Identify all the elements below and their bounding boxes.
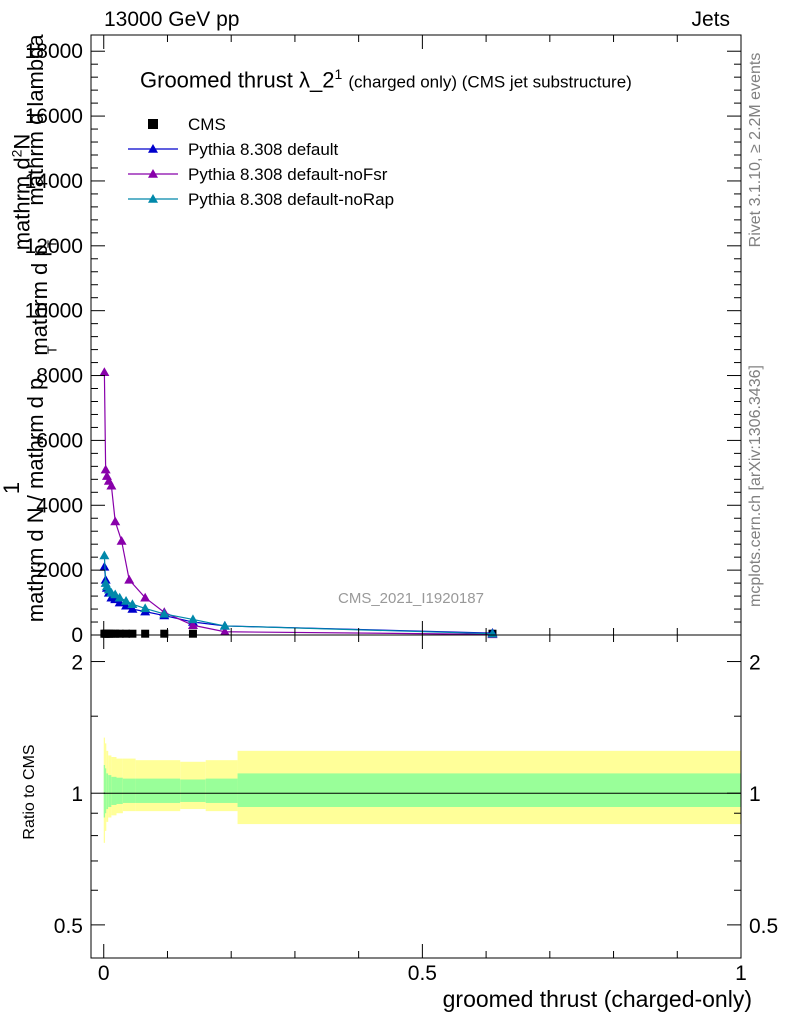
header-energy-label: 13000 GeV pp — [104, 8, 240, 31]
main-ylabel-sub-t: T — [44, 240, 60, 248]
header-jets-label: Jets — [691, 8, 730, 31]
legend-label-noRap: Pythia 8.308 default-noRap — [188, 190, 394, 209]
main-ylabel-den: mathrm d N / mathrm d p — [23, 377, 48, 623]
series-point-noFsr — [99, 367, 110, 377]
series-point-noFsr — [219, 626, 230, 636]
plot-frames — [90, 34, 742, 959]
main-ytick-label-7: 14000 — [25, 170, 83, 193]
main-ytick-label-1: 2000 — [36, 559, 83, 582]
ratio-ytick-label-1: 1 — [71, 783, 83, 806]
ratio-band-inner-3 — [108, 775, 112, 807]
main-ylabel-den2: mathrm d p — [27, 244, 52, 356]
main-series — [99, 367, 498, 639]
series-point-cms — [160, 629, 169, 638]
series-point-noRap — [219, 620, 230, 630]
series-point-cms — [128, 629, 137, 638]
series-point-cms — [111, 629, 120, 638]
legend-label-cms: CMS — [188, 115, 226, 134]
main-ytick-label-4: 8000 — [36, 365, 83, 388]
chart-title-symbol: λ_2 — [298, 67, 335, 93]
ratio-band-inner-1 — [105, 768, 107, 814]
mcplots-label: mcplots.cern.ch [arXiv:1306.3436] — [747, 365, 764, 607]
series-point-noRap — [127, 599, 138, 608]
main-ytick-label-6: 12000 — [25, 235, 83, 258]
series-point-noRap — [187, 614, 198, 624]
series-point-noFsr — [124, 574, 135, 584]
ratio-ytick-label-right-0: 0.5 — [749, 915, 778, 938]
ratio-band-inner-10 — [237, 773, 741, 807]
main-ytick-label-5: 10000 — [25, 300, 83, 323]
main-ylabel-num-sup: 2 — [8, 149, 25, 158]
main-ytick-label-0: 0 — [71, 624, 83, 647]
ratio-ytick-label-2: 2 — [71, 652, 83, 675]
main-ytick-label-9: 18000 — [25, 40, 83, 63]
legend-label-noFsr: Pythia 8.308 default-noFsr — [188, 165, 388, 184]
chart-title-sup: 1 — [334, 66, 343, 82]
series-point-noFsr — [187, 620, 198, 630]
rivet-version-label: Rivet 3.1.10, ≥ 2.2M events — [747, 52, 764, 248]
ratio-band-inner-2 — [106, 773, 109, 810]
series-point-noRap — [99, 550, 110, 560]
x-axis-label: groomed thrust (charged-only) — [442, 986, 752, 1012]
legend-marker-cms — [148, 119, 158, 129]
ratio-band-inner-9 — [205, 778, 238, 803]
series-point-noRap — [159, 608, 170, 618]
axis-ticks: 0 2000 4000 6000 8000 10000 12000 14000 16000 180… — [25, 35, 778, 985]
legend-marker-noRap — [148, 194, 158, 203]
legend-marker-noFsr — [148, 169, 158, 178]
ratio-xtick-label-1: 0.5 — [408, 962, 437, 985]
ratio-ytick-label-0: 0.5 — [54, 915, 83, 938]
ratio-band-inner-4 — [111, 776, 117, 805]
ratio-band-inner-8 — [180, 779, 206, 802]
legend-label-default: Pythia 8.308 default — [188, 140, 339, 159]
ratio-band-inner-7 — [135, 778, 181, 803]
series-point-noRap — [114, 592, 125, 602]
series-point-noFsr — [100, 464, 111, 474]
series-point-noFsr — [116, 535, 127, 545]
series-point-noFsr — [110, 516, 121, 526]
ratio-ytick-label-right-1: 1 — [749, 783, 761, 806]
series-point-noFsr — [106, 480, 117, 490]
ratio-band-inner-0 — [103, 765, 106, 818]
ratio-band-inner-6 — [122, 778, 136, 803]
ratio-xtick-label-2: 1 — [735, 962, 747, 985]
ratio-ylabel: Ratio to CMS — [21, 744, 38, 840]
series-point-cms — [188, 629, 197, 638]
main-ylabel-lambda: mathrm d lambda — [23, 34, 48, 206]
series-point-noRap — [140, 603, 151, 613]
ratio-bands — [103, 737, 741, 843]
main-ytick-label-2: 4000 — [36, 494, 83, 517]
ratio-band-inner-5 — [116, 777, 123, 804]
legend: CMS Pythia 8.308 default Pythia 8.308 defa… — [128, 115, 394, 209]
series-point-noRap — [121, 595, 132, 605]
ratio-xtick-label-0: 0 — [98, 962, 110, 985]
series-point-cms — [115, 629, 124, 638]
ratio-ytick-label-right-2: 2 — [749, 652, 761, 675]
main-ytick-label-3: 6000 — [36, 429, 83, 452]
main-ylabel-sub-t2: T — [44, 346, 60, 354]
chart-title-suffix: (charged only) (CMS jet substructure) — [348, 72, 632, 92]
series-point-cms — [122, 629, 131, 638]
main-ylabel-one: 1 — [0, 481, 24, 495]
analysis-watermark: CMS_2021_I1920187 — [338, 590, 484, 607]
series-point-noRap — [110, 589, 121, 599]
legend-marker-default — [148, 144, 158, 153]
main-ytick-label-8: 16000 — [25, 105, 83, 128]
chart-title-main: Groomed thrust — [140, 67, 293, 93]
ratio-panel-frame — [90, 634, 742, 959]
series-point-cms — [141, 629, 150, 638]
series-point-default — [127, 604, 138, 613]
chart-title: Groomed thrust λ_21 (charged only) (CMS … — [140, 66, 632, 93]
series-point-noFsr — [140, 592, 151, 602]
